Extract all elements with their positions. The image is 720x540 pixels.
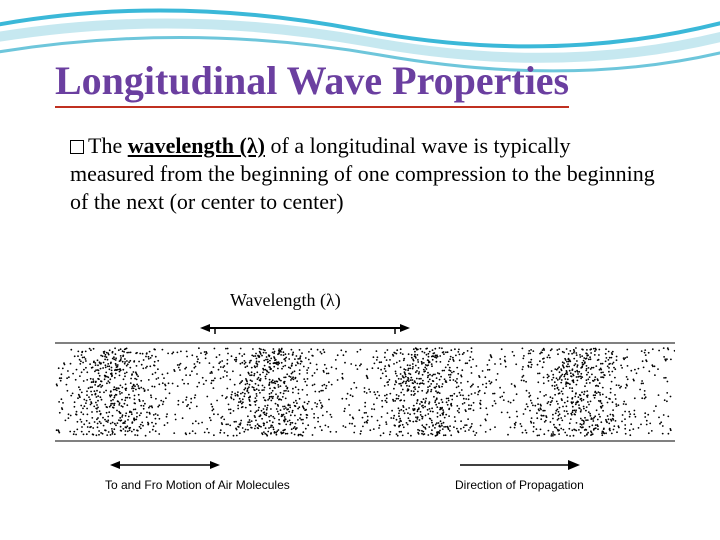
body-paragraph: The wavelength (λ) of a longitudinal wav… <box>70 132 660 216</box>
wavelength-span-arrow <box>200 322 410 334</box>
wavelength-label: Wavelength (λ) <box>230 290 341 311</box>
to-fro-label: To and Fro Motion of Air Molecules <box>105 478 290 492</box>
to-fro-arrow <box>110 458 220 472</box>
propagation-label: Direction of Propagation <box>455 478 584 492</box>
bullet-icon <box>70 140 84 154</box>
slide-title: Longitudinal Wave Properties <box>55 60 569 108</box>
propagation-arrow <box>460 458 580 472</box>
longitudinal-wave-diagram <box>55 342 675 442</box>
